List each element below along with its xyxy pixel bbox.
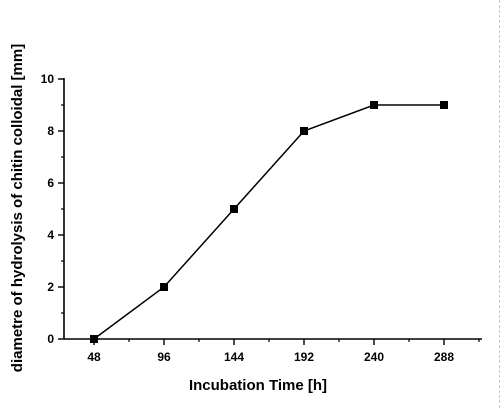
y-tick-label: 8: [47, 124, 54, 138]
y-axis-title: diametre of hydrolysis of chitin colloid…: [9, 44, 26, 372]
series-group: [90, 101, 448, 343]
x-tick-label: 240: [364, 350, 384, 364]
x-tick-label: 144: [224, 350, 244, 364]
y-tick-label: 4: [47, 228, 54, 242]
data-point: [440, 101, 448, 109]
data-point: [90, 335, 98, 343]
right-border: [496, 0, 500, 408]
data-point: [300, 127, 308, 135]
y-tick-label: 0: [47, 332, 54, 346]
x-tick-label: 48: [87, 350, 101, 364]
x-tick-label: 96: [157, 350, 171, 364]
data-point: [370, 101, 378, 109]
series-line: [93, 104, 444, 340]
x-tick-label: 288: [434, 350, 454, 364]
y-tick-label: 2: [47, 280, 54, 294]
y-ticks: 0 2 4 6 8 10: [41, 72, 64, 346]
data-point: [160, 283, 168, 291]
x-ticks: 48 96 144 192 240 288: [87, 339, 480, 364]
y-tick-label: 6: [47, 176, 54, 190]
axes: [63, 78, 482, 340]
x-tick-label: 192: [294, 350, 314, 364]
x-axis-title: Incubation Time [h]: [189, 377, 327, 394]
y-tick-label: 10: [41, 72, 55, 86]
data-point: [230, 205, 238, 213]
